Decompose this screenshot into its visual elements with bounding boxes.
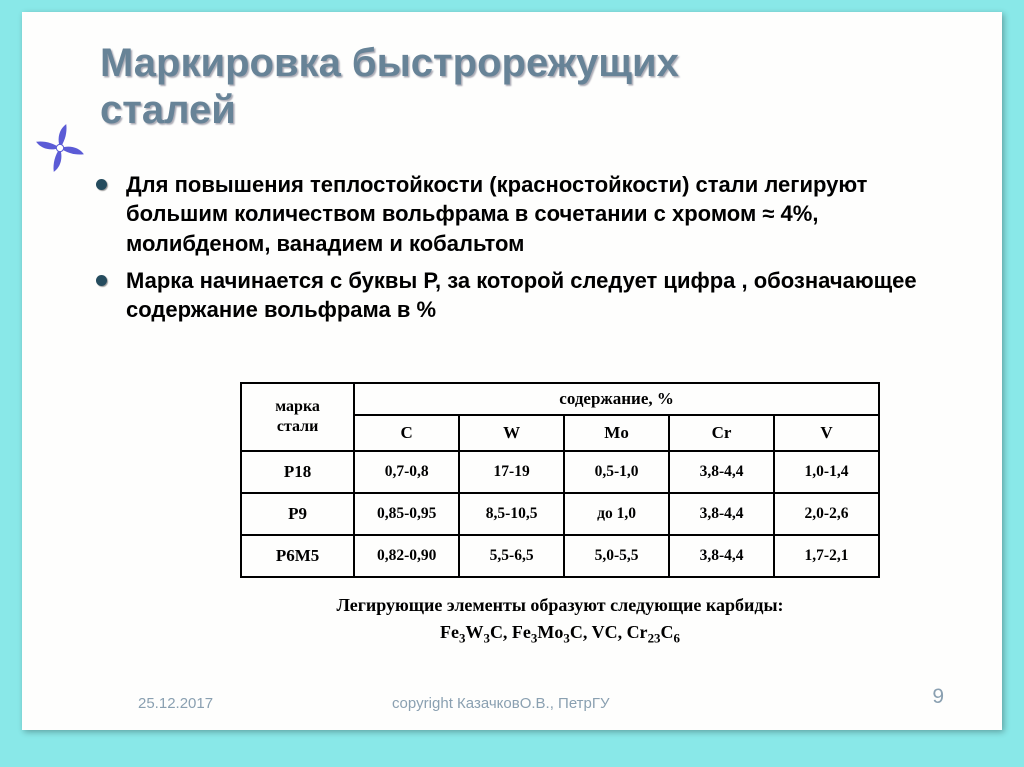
col-header-soderzhanie: содержание, % bbox=[354, 383, 879, 415]
table-cell: 17-19 bbox=[459, 451, 564, 493]
col-header-element: V bbox=[774, 415, 879, 451]
table-caption: Легирующие элементы образуют следующие к… bbox=[240, 592, 880, 648]
caption-text: Легирующие элементы образуют следующие к… bbox=[336, 595, 783, 615]
table-cell: 3,8-4,4 bbox=[669, 535, 774, 577]
table-row: Р18 0,7-0,8 17-19 0,5-1,0 3,8-4,4 1,0-1,… bbox=[241, 451, 879, 493]
table-cell: 1,0-1,4 bbox=[774, 451, 879, 493]
bullet-item: Для повышения теплостойкости (красностой… bbox=[96, 170, 956, 258]
table-cell: 5,0-5,5 bbox=[564, 535, 669, 577]
header-text: стали bbox=[277, 418, 319, 435]
carbide-formula: Fe3W3C, Fe3Mo3C, VC, Cr23C6 bbox=[440, 622, 680, 642]
pinwheel-icon bbox=[34, 122, 86, 174]
col-header-element: Cr bbox=[669, 415, 774, 451]
col-header-element: C bbox=[354, 415, 459, 451]
table-row: Р6М5 0,82-0,90 5,5-6,5 5,0-5,5 3,8-4,4 1… bbox=[241, 535, 879, 577]
table-cell: 8,5-10,5 bbox=[459, 493, 564, 535]
bullet-list: Для повышения теплостойкости (красностой… bbox=[96, 170, 956, 332]
row-marka: Р6М5 bbox=[241, 535, 354, 577]
title-line-1: Маркировка быстрорежущих bbox=[100, 41, 679, 85]
table-cell: 3,8-4,4 bbox=[669, 493, 774, 535]
bullet-text: Марка начинается с буквы Р, за которой с… bbox=[126, 268, 917, 322]
table-cell: 1,7-2,1 bbox=[774, 535, 879, 577]
table-cell: 0,7-0,8 bbox=[354, 451, 459, 493]
row-marka: Р18 bbox=[241, 451, 354, 493]
footer-page-number: 9 bbox=[932, 685, 944, 709]
col-header-marka: марка стали bbox=[241, 383, 354, 451]
table-cell: 5,5-6,5 bbox=[459, 535, 564, 577]
table-cell: 3,8-4,4 bbox=[669, 451, 774, 493]
table-cell: 0,82-0,90 bbox=[354, 535, 459, 577]
col-header-element: Mo bbox=[564, 415, 669, 451]
composition-table: марка стали содержание, % C W Mo Cr V Р1… bbox=[240, 382, 880, 578]
table-row: Р9 0,85-0,95 8,5-10,5 до 1,0 3,8-4,4 2,0… bbox=[241, 493, 879, 535]
footer-date: 25.12.2017 bbox=[138, 695, 213, 712]
table-cell: 2,0-2,6 bbox=[774, 493, 879, 535]
title-line-2: сталей bbox=[100, 88, 236, 132]
slide: Маркировка быстрорежущих сталей Для повы… bbox=[22, 12, 1002, 730]
table-cell: до 1,0 bbox=[564, 493, 669, 535]
slide-title: Маркировка быстрорежущих сталей bbox=[100, 40, 679, 134]
table-cell: 0,5-1,0 bbox=[564, 451, 669, 493]
col-header-element: W bbox=[459, 415, 564, 451]
row-marka: Р9 bbox=[241, 493, 354, 535]
table-cell: 0,85-0,95 bbox=[354, 493, 459, 535]
composition-table-region: марка стали содержание, % C W Mo Cr V Р1… bbox=[240, 382, 880, 648]
bullet-text: Для повышения теплостойкости (красностой… bbox=[126, 172, 867, 256]
header-text: марка bbox=[275, 398, 320, 415]
bullet-item: Марка начинается с буквы Р, за которой с… bbox=[96, 266, 956, 325]
footer-copyright: copyright КазачковО.В., ПетрГУ bbox=[392, 695, 610, 712]
